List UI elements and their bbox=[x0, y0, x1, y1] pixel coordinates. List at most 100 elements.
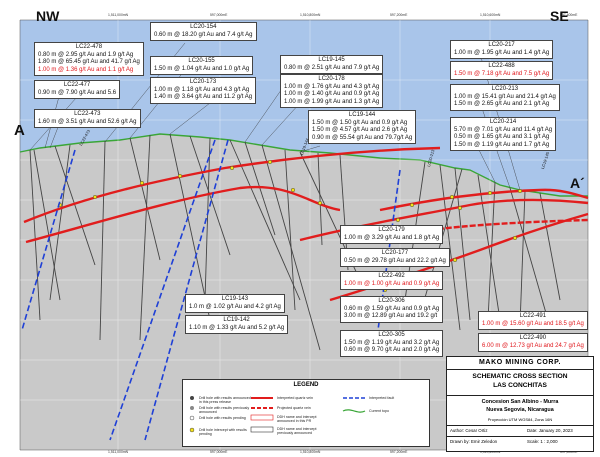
intercept-line: 5.70 m @ 7.01 g/t Au and 11.4 g/t Ag bbox=[454, 126, 553, 133]
hole-id: LC20-178 bbox=[318, 76, 345, 82]
legend-item: Projected quartz vein bbox=[277, 406, 311, 410]
intercept-line: 1.50 m @ 2.65 g/t Au and 2.1 g/t Ag bbox=[454, 101, 550, 108]
hole-id: LC20-217 bbox=[488, 42, 515, 48]
intercept-label-lc20-178: LC20-178 1.00 m @ 1.76 g/t Au and 4.3 g/t… bbox=[280, 74, 384, 109]
intercept-line: 0.80 m @ 2.95 g/t Au and 1.9 g/t Ag bbox=[38, 51, 134, 58]
hole-id: LC20-179 bbox=[378, 227, 405, 233]
intercept-label-lc19-143: LC19-143 1.0 m @ 1.02 g/t Au and 4.2 g/t … bbox=[185, 294, 285, 314]
legend-item: Drill hole with results pending bbox=[199, 416, 246, 420]
top-coordinate-tick: 1,511,000mN bbox=[108, 13, 129, 17]
top-coordinate-tick: 1,510,800mN bbox=[300, 13, 321, 17]
hole-id: LC19-142 bbox=[223, 317, 250, 323]
hole-id: LC20-154 bbox=[190, 24, 217, 30]
hole-id: LC20-306 bbox=[378, 298, 405, 304]
intercept-label-lc20-155: LC20-155 1.50 m @ 1.04 g/t Au and 1.0 g/t… bbox=[150, 56, 254, 76]
intercept-line: 1.50 m @ 1.19 g/t Au and 3.2 g/t Ag bbox=[344, 339, 440, 346]
intercept-line: 1.00 m @ 1.40 g/t Au and 0.9 g/t Ag bbox=[284, 91, 380, 98]
current-topo-line bbox=[19, 133, 588, 197]
intercept-line: 1.80 m @ 65.45 g/t Au and 41.7 g/t Ag bbox=[38, 59, 140, 66]
intercept-label-lc20-173: LC20-173 1.00 m @ 1.18 g/t Au and 4.3 g/t… bbox=[150, 77, 257, 104]
legend-title: LEGEND bbox=[293, 382, 319, 388]
intercept-line: 1.00 m @ 1.99 g/t Au and 1.3 g/t Ag bbox=[284, 98, 380, 105]
intercept-label-lc20-154: LC20-154 0.60 m @ 18.20 g/t Au and 7.4 g/… bbox=[150, 22, 257, 42]
intercept-label-lc20-217: LC20-217 1.00 m @ 1.95 g/t Au and 1.4 g/t… bbox=[450, 40, 554, 60]
location-line-2: Nueva Segovia, Nicaragua bbox=[486, 407, 554, 413]
top-coordinate-tick: 1,510,600mN bbox=[480, 13, 501, 17]
intercept-line: 0.60 m @ 18.20 g/t Au and 7.4 g/t Ag bbox=[154, 31, 253, 38]
intercept-label-lc22-478: LC22-478 0.80 m @ 2.95 g/t Au and 1.9 g/t… bbox=[34, 42, 144, 77]
intercept-line: 1.50 m @ 1.50 g/t Au and 0.9 g/t Ag bbox=[312, 119, 408, 126]
hole-id: LC22-473 bbox=[74, 111, 101, 117]
legend-item: Current topo bbox=[369, 409, 389, 413]
intercept-line: 1.00 m @ 15.60 g/t Au and 18.5 g/t Ag bbox=[482, 320, 584, 327]
bottom-coordinate-tick: 597,200mE bbox=[390, 450, 408, 454]
legend-item: Drill hole with results announced in thi… bbox=[199, 396, 251, 404]
bottom-coordinate-tick: 1,510,600mN bbox=[480, 450, 501, 454]
intercept-line: 1.50 m @ 1.19 g/t Au and 1.7 g/t Ag bbox=[454, 141, 550, 148]
intercept-line: 1.0 m @ 1.02 g/t Au and 4.2 g/t Ag bbox=[189, 303, 281, 310]
company-name: MAKO MINING CORP. bbox=[447, 357, 593, 370]
legend-item: Drill hole intercept with results pendin… bbox=[199, 428, 247, 436]
intercept-line: 1.60 m @ 3.51 g/t Au and 52.6 g/t Ag bbox=[38, 118, 137, 125]
legend-hole-released-symbol bbox=[190, 396, 194, 400]
intercept-line: 0.90 m @ 55.54 g/t Au and 79.7g/t Ag bbox=[312, 134, 413, 141]
bottom-coordinate-tick: 1,510,800mN bbox=[300, 450, 321, 454]
title-block: MAKO MINING CORP. SCHEMATIC CROSS SECTIO… bbox=[446, 356, 594, 452]
title-line-1: SCHEMATIC CROSS SECTION bbox=[472, 373, 568, 380]
top-coordinate-tick: 597,200mE bbox=[390, 13, 408, 17]
intercept-label-lc22-473: LC22-473 1.60 m @ 3.51 g/t Au and 52.6 g/… bbox=[34, 109, 141, 129]
intercept-line: 3.00 m @ 12.89 g/t Au and 19.2 g/t bbox=[344, 313, 438, 320]
intercept-line: 1.10 m @ 1.33 g/t Au and 5.2 g/t Ag bbox=[189, 324, 285, 331]
intercept-line: 1.00 m @ 1.95 g/t Au and 1.4 g/t Ag bbox=[454, 49, 550, 56]
drawn-by-text: Drawn by: Emir Zeledon bbox=[450, 439, 498, 444]
intercept-label-lc22-491: LC22-491 1.00 m @ 15.60 g/t Au and 18.5 g… bbox=[478, 311, 588, 331]
legend-hole-pending-symbol bbox=[189, 415, 195, 421]
top-coordinate-tick: 597,400mE bbox=[560, 13, 578, 17]
legend-item: Drill hole with results previously annou… bbox=[199, 406, 250, 414]
intercept-line: 0.60 m @ 9.70 g/t Au and 2.0 g/t Ag bbox=[344, 347, 440, 354]
intercept-line: 1.00 m @ 1.36 g/t Au and 1.1 g/t Ag bbox=[38, 66, 134, 73]
hole-id: LC20-173 bbox=[189, 79, 217, 85]
intercept-line: 0.60 m @ 1.59 g/t Au and 0.9 g/t Ag bbox=[344, 305, 440, 312]
legend-box: LEGEND Drill hole with results announced… bbox=[182, 379, 430, 447]
hole-id: LC20-177 bbox=[381, 250, 409, 256]
legend-topo-symbol bbox=[342, 409, 366, 413]
intercept-label-lc22-490: LC22-490 6.00 m @ 12.73 g/t Au and 24.7 g… bbox=[478, 333, 588, 353]
location-line-1: Concesion San Albino - Murra bbox=[481, 399, 559, 405]
intercept-label-lc20-214: LC20-214 5.70 m @ 7.01 g/t Au and 11.4 g/… bbox=[450, 117, 557, 152]
legend-item: Interpreted quartz vein bbox=[277, 396, 313, 400]
top-coordinate-tick: 597,000mE bbox=[210, 13, 228, 17]
intercept-line: 1.50 m @ 1.04 g/t Au and 1.0 g/t Ag bbox=[154, 65, 250, 72]
section-a-prime-label: A´ bbox=[570, 175, 585, 191]
author-text: Author: Cesar Ortiz bbox=[450, 428, 488, 433]
hole-id: LC20-155 bbox=[188, 58, 215, 64]
intercept-line: 1.00 m @ 3.29 g/t Au and 1.8 g/t Ag bbox=[344, 234, 440, 241]
intercept-label-lc22-492: LC22-492 1.00 m @ 1.00 g/t Au and 0.9 g/t… bbox=[340, 271, 444, 291]
intercept-label-lc20-306: LC20-306 0.60 m @ 1.59 g/t Au and 0.9 g/t… bbox=[340, 296, 444, 323]
hole-id: LC20-213 bbox=[491, 86, 519, 92]
bottom-coordinate-tick: 597,400mE bbox=[560, 450, 578, 454]
intercept-line: 1.00 m @ 1.76 g/t Au and 4.3 g/t Ag bbox=[284, 83, 380, 90]
hole-id: LC20-305 bbox=[378, 332, 405, 338]
legend-dh-pr-symbol bbox=[250, 414, 274, 421]
bottom-coordinate-tick: 597,000mE bbox=[210, 450, 228, 454]
intercept-label-lc19-145: LC19-145 0.80 m @ 2.51 g/t Au and 7.9 g/t… bbox=[280, 55, 384, 75]
legend-dh-prev-symbol bbox=[250, 426, 274, 433]
intercept-line: 0.90 m @ 7.90 g/t Au and 5.6 bbox=[38, 89, 117, 96]
hole-id: LC19-143 bbox=[221, 296, 249, 302]
intercept-line: 0.50 m @ 1.65 g/t Au and 3.1 g/t Ag bbox=[454, 134, 550, 141]
hole-id: LC20-214 bbox=[489, 119, 517, 125]
nw-direction-label: NW bbox=[36, 8, 60, 24]
intercept-label-lc20-177: LC20-177 0.50 m @ 29.78 g/t Au and 22.2 g… bbox=[340, 248, 450, 268]
hole-id: LC22-490 bbox=[519, 335, 547, 341]
intercept-label-lc22-488: LC22-488 1.50 m @ 7.18 g/t Au and 7.5 g/t… bbox=[450, 61, 554, 81]
legend-item: DDH name and intercept previously announ… bbox=[277, 427, 317, 435]
intercept-label-lc20-305: LC20-305 1.50 m @ 1.19 g/t Au and 3.2 g/t… bbox=[340, 330, 444, 357]
intercept-line: 6.00 m @ 12.73 g/t Au and 24.7 g/t Ag bbox=[482, 342, 584, 349]
legend-symbols bbox=[189, 396, 366, 433]
intercept-line: 1.00 m @ 15.41 g/t Au and 21.4 g/t Ag bbox=[454, 93, 556, 100]
legend-intercept-pending-symbol bbox=[189, 427, 195, 433]
intercept-line: 1.50 m @ 7.18 g/t Au and 7.5 g/t Ag bbox=[454, 70, 550, 77]
title-line-2: LAS CONCHITAS bbox=[493, 382, 547, 389]
